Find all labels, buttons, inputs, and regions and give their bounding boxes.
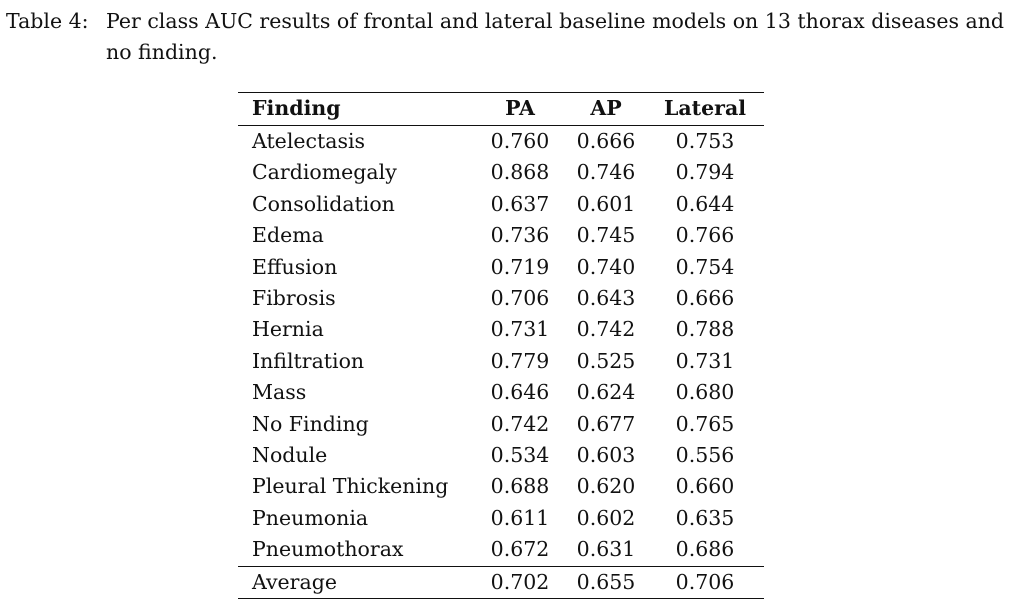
table-row: Atelectasis 0.760 0.666 0.753	[238, 126, 764, 158]
cell-lateral: 0.686	[675, 537, 735, 562]
table-caption: Table 4: Per class AUC results of fronta…	[6, 6, 1006, 68]
cell-pa: 0.637	[490, 191, 550, 216]
cell-lateral: 0.765	[675, 411, 735, 436]
table-row: No Finding 0.742 0.677 0.765	[238, 409, 764, 440]
table-row: Pleural Thickening 0.688 0.620 0.660	[238, 471, 764, 502]
cell-ap: 0.631	[576, 537, 636, 562]
cell-finding: Edema	[252, 223, 324, 248]
cell-lateral: 0.660	[675, 474, 735, 499]
cell-finding: Cardiomegaly	[252, 160, 397, 185]
cell-ap: 0.624	[576, 380, 636, 405]
average-label: Average	[252, 569, 337, 594]
cell-ap: 0.746	[576, 160, 636, 185]
cell-ap: 0.603	[576, 443, 636, 468]
header-lateral: Lateral	[663, 96, 747, 121]
cell-pa: 0.731	[490, 317, 550, 342]
cell-ap: 0.525	[576, 348, 636, 373]
cell-lateral: 0.644	[675, 191, 735, 216]
cell-finding: Pleural Thickening	[252, 474, 449, 499]
cell-finding: Infiltration	[252, 348, 365, 373]
table-row: Cardiomegaly 0.868 0.746 0.794	[238, 157, 764, 188]
table-row: Mass 0.646 0.624 0.680	[238, 377, 764, 408]
cell-finding: Mass	[252, 380, 307, 405]
table-row: Infiltration 0.779 0.525 0.731	[238, 346, 764, 377]
cell-ap: 0.602	[576, 505, 636, 530]
cell-pa: 0.719	[490, 254, 550, 279]
cell-lateral: 0.635	[675, 505, 735, 530]
cell-finding: Nodule	[252, 443, 328, 468]
cell-pa: 0.760	[490, 129, 550, 153]
table-row: Hernia 0.731 0.742 0.788	[238, 314, 764, 345]
cell-finding: Pneumonia	[252, 505, 369, 530]
cell-lateral: 0.731	[675, 348, 735, 373]
caption-label: Table 4:	[6, 9, 89, 33]
table-row: Pneumonia 0.611 0.602 0.635	[238, 503, 764, 534]
cell-finding: Fibrosis	[252, 286, 336, 311]
cell-pa: 0.646	[490, 380, 550, 405]
cell-ap: 0.643	[576, 286, 636, 311]
table-footer: Average 0.702 0.655 0.706	[238, 566, 764, 599]
auc-results-table: Finding PA AP Lateral Atelectasis 0.760 0.…	[238, 92, 764, 599]
cell-finding: Consolidation	[252, 191, 395, 216]
cell-pa: 0.534	[490, 443, 550, 468]
header-pa: PA	[505, 96, 535, 121]
table-header: Finding PA AP Lateral	[238, 92, 764, 126]
cell-finding: Effusion	[252, 254, 338, 279]
cell-pa: 0.672	[490, 537, 550, 562]
header-finding: Finding	[252, 96, 341, 121]
cell-pa: 0.688	[490, 474, 550, 499]
table-row: Effusion 0.719 0.740 0.754	[238, 252, 764, 283]
cell-finding: Pneumothorax	[252, 537, 404, 562]
cell-pa: 0.611	[490, 505, 550, 530]
cell-lateral: 0.753	[675, 129, 735, 153]
cell-ap: 0.742	[576, 317, 636, 342]
cell-ap: 0.601	[576, 191, 636, 216]
average-row: Average 0.702 0.655 0.706	[238, 566, 764, 599]
cell-pa: 0.742	[490, 411, 550, 436]
cell-ap: 0.740	[576, 254, 636, 279]
table-row: Fibrosis 0.706 0.643 0.666	[238, 283, 764, 314]
cell-ap: 0.666	[576, 129, 636, 153]
cell-ap: 0.677	[576, 411, 636, 436]
cell-finding: Hernia	[252, 317, 324, 342]
cell-lateral: 0.754	[675, 254, 735, 279]
cell-pa: 0.779	[490, 348, 550, 373]
table-row: Edema 0.736 0.745 0.766	[238, 220, 764, 251]
cell-ap: 0.745	[576, 223, 636, 248]
average-pa: 0.702	[490, 569, 550, 594]
caption-text: Per class AUC results of frontal and lat…	[106, 9, 1005, 64]
cell-ap: 0.620	[576, 474, 636, 499]
cell-lateral: 0.556	[675, 443, 735, 468]
cell-lateral: 0.788	[675, 317, 735, 342]
table-body: Atelectasis 0.760 0.666 0.753 Cardiomegaly 0.…	[238, 126, 764, 567]
cell-pa: 0.706	[490, 286, 550, 311]
cell-pa: 0.868	[490, 160, 550, 185]
cell-finding: Atelectasis	[252, 129, 366, 153]
table-row: Pneumothorax 0.672 0.631 0.686	[238, 534, 764, 566]
table-row: Nodule 0.534 0.603 0.556	[238, 440, 764, 471]
average-ap: 0.655	[576, 569, 636, 594]
cell-lateral: 0.794	[675, 160, 735, 185]
header-ap: AP	[590, 96, 622, 121]
cell-lateral: 0.680	[675, 380, 735, 405]
average-lateral: 0.706	[675, 569, 735, 594]
cell-pa: 0.736	[490, 223, 550, 248]
header-row: Finding PA AP Lateral	[238, 92, 764, 126]
table-row: Consolidation 0.637 0.601 0.644	[238, 189, 764, 220]
cell-finding: No Finding	[252, 411, 369, 436]
cell-lateral: 0.766	[675, 223, 735, 248]
cell-lateral: 0.666	[675, 286, 735, 311]
